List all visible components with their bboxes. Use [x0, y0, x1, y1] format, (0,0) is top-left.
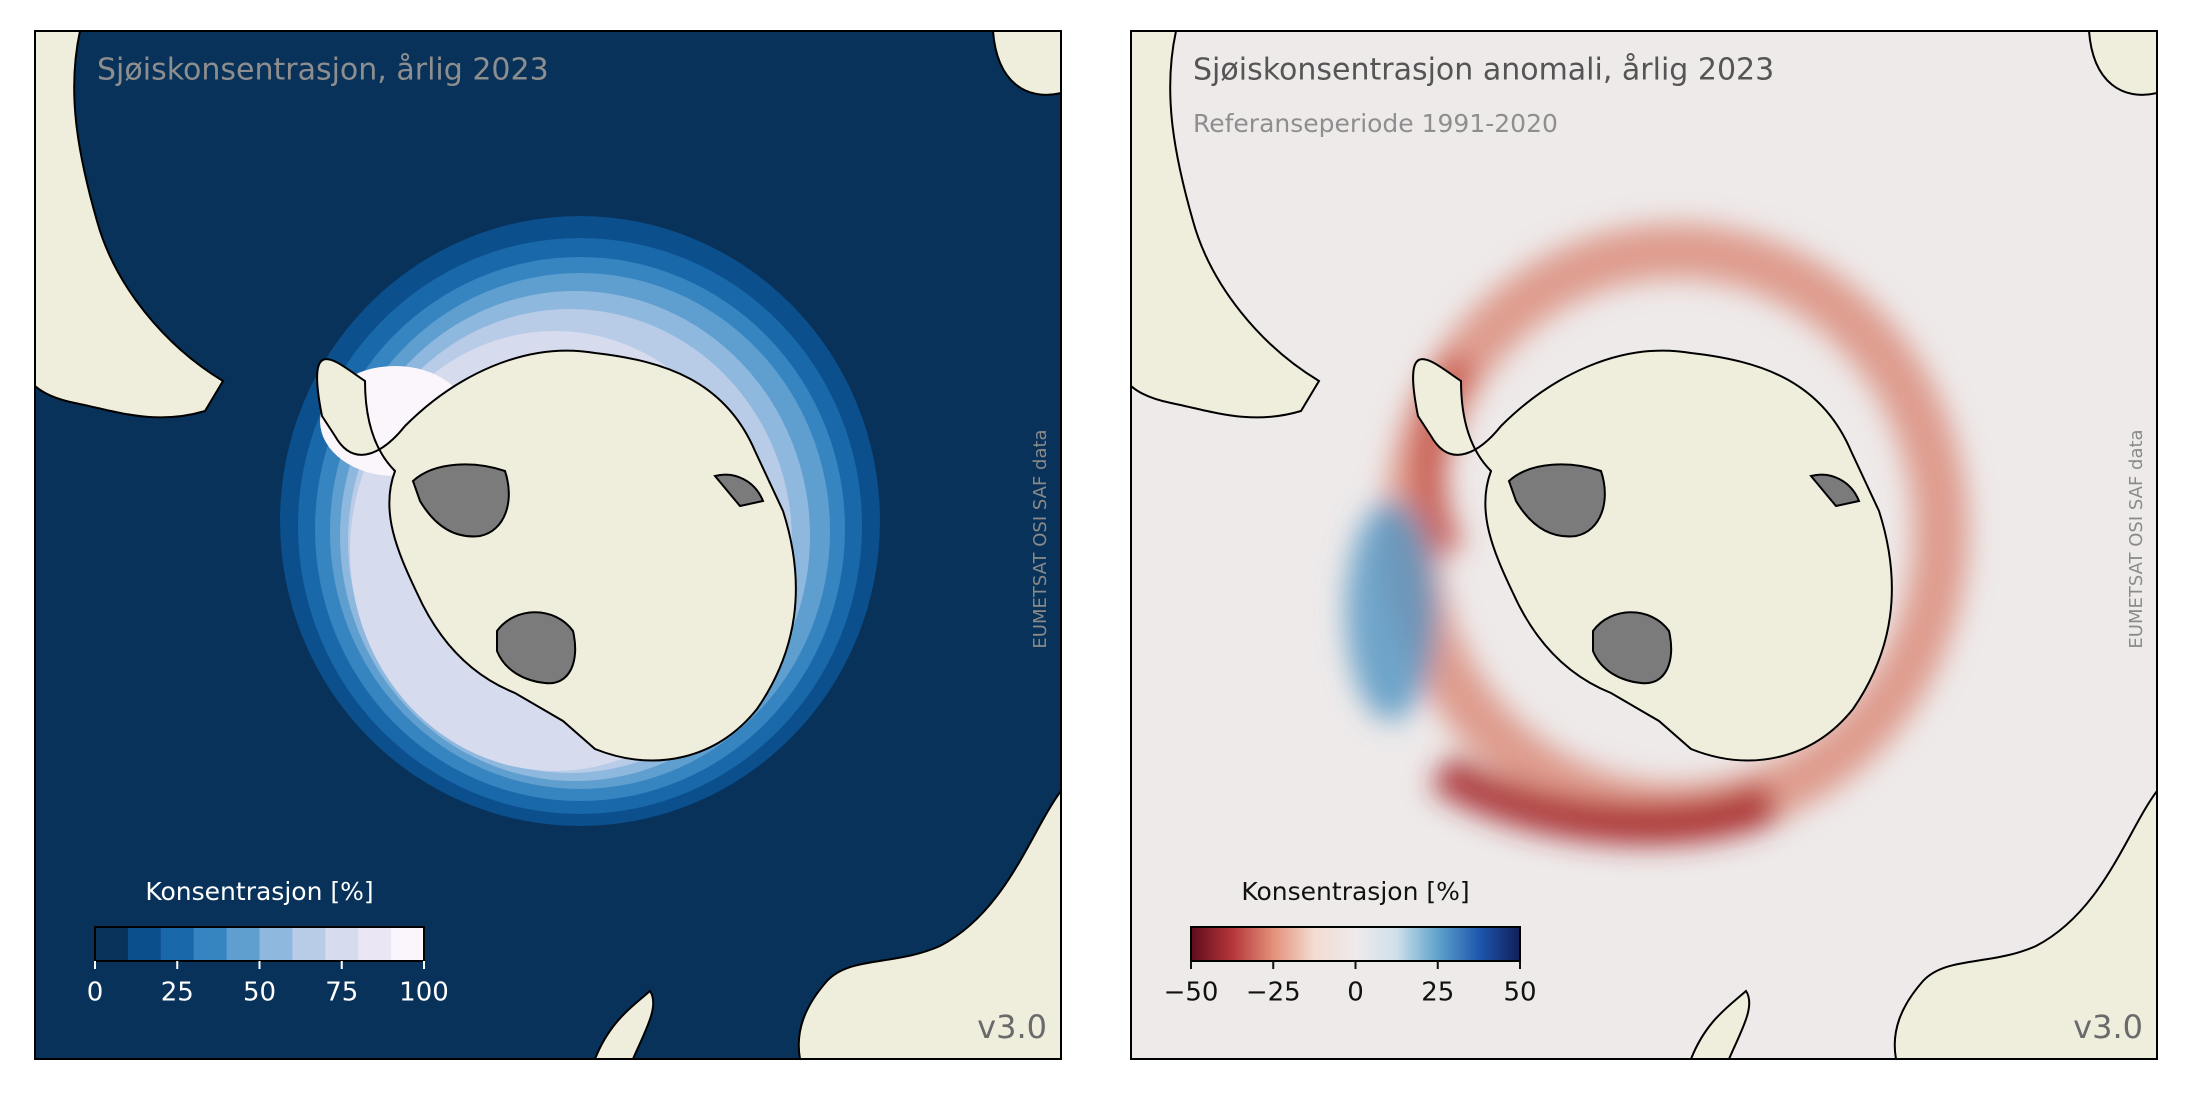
colorbar-bin [259, 927, 293, 961]
colorbar-bin [391, 927, 425, 961]
colorbar-tick-label: 100 [399, 978, 449, 1008]
colorbar-bin [226, 927, 260, 961]
colorbar-bin [325, 927, 359, 961]
map-title: Sjøiskonsentrasjon, årlig 2023 [97, 53, 549, 88]
colorbar-bin [358, 927, 392, 961]
colorbar-tick-label: 0 [87, 978, 104, 1008]
colorbar-tick-label: −25 [1246, 978, 1301, 1008]
colorbar-tick-label: 75 [325, 978, 358, 1008]
colorbar-tick-label: 0 [1347, 978, 1364, 1008]
map-title: Sjøiskonsentrasjon anomali, årlig 2023 [1193, 53, 1774, 88]
map-subtitle: Referanseperiode 1991-2020 [1193, 109, 1558, 138]
colorbar-label: Konsentrasjon [%] [145, 877, 373, 906]
version: v3.0 [977, 1008, 1047, 1046]
frame [1130, 30, 2158, 1060]
frame [34, 30, 1062, 1060]
colorbar-gradient [1191, 927, 1520, 961]
map [35, 31, 1061, 1059]
map [1131, 31, 2157, 1059]
colorbar-bin [193, 927, 228, 961]
colorbar-tick-label: 50 [1503, 978, 1536, 1008]
map-panel: Sjøiskonsentrasjon, årlig 2023 EUMETSAT … [34, 30, 1062, 1060]
colorbar-bin [127, 927, 162, 961]
colorbar-bin [160, 927, 195, 961]
colorbar-bin [292, 927, 326, 961]
map-panel: Sjøiskonsentrasjon anomali, årlig 2023 R… [1130, 30, 2158, 1060]
colorbar-tick-label: −50 [1164, 978, 1219, 1008]
colorbar-tick-label: 25 [1421, 978, 1454, 1008]
version: v3.0 [2073, 1008, 2143, 1046]
colorbar-label: Konsentrasjon [%] [1241, 877, 1469, 906]
credit: EUMETSAT OSI SAF data [2126, 429, 2147, 648]
colorbar-tick-label: 25 [161, 978, 194, 1008]
colorbar-bin [95, 927, 129, 961]
credit: EUMETSAT OSI SAF data [1030, 429, 1051, 648]
colorbar-tick-label: 50 [243, 978, 276, 1008]
